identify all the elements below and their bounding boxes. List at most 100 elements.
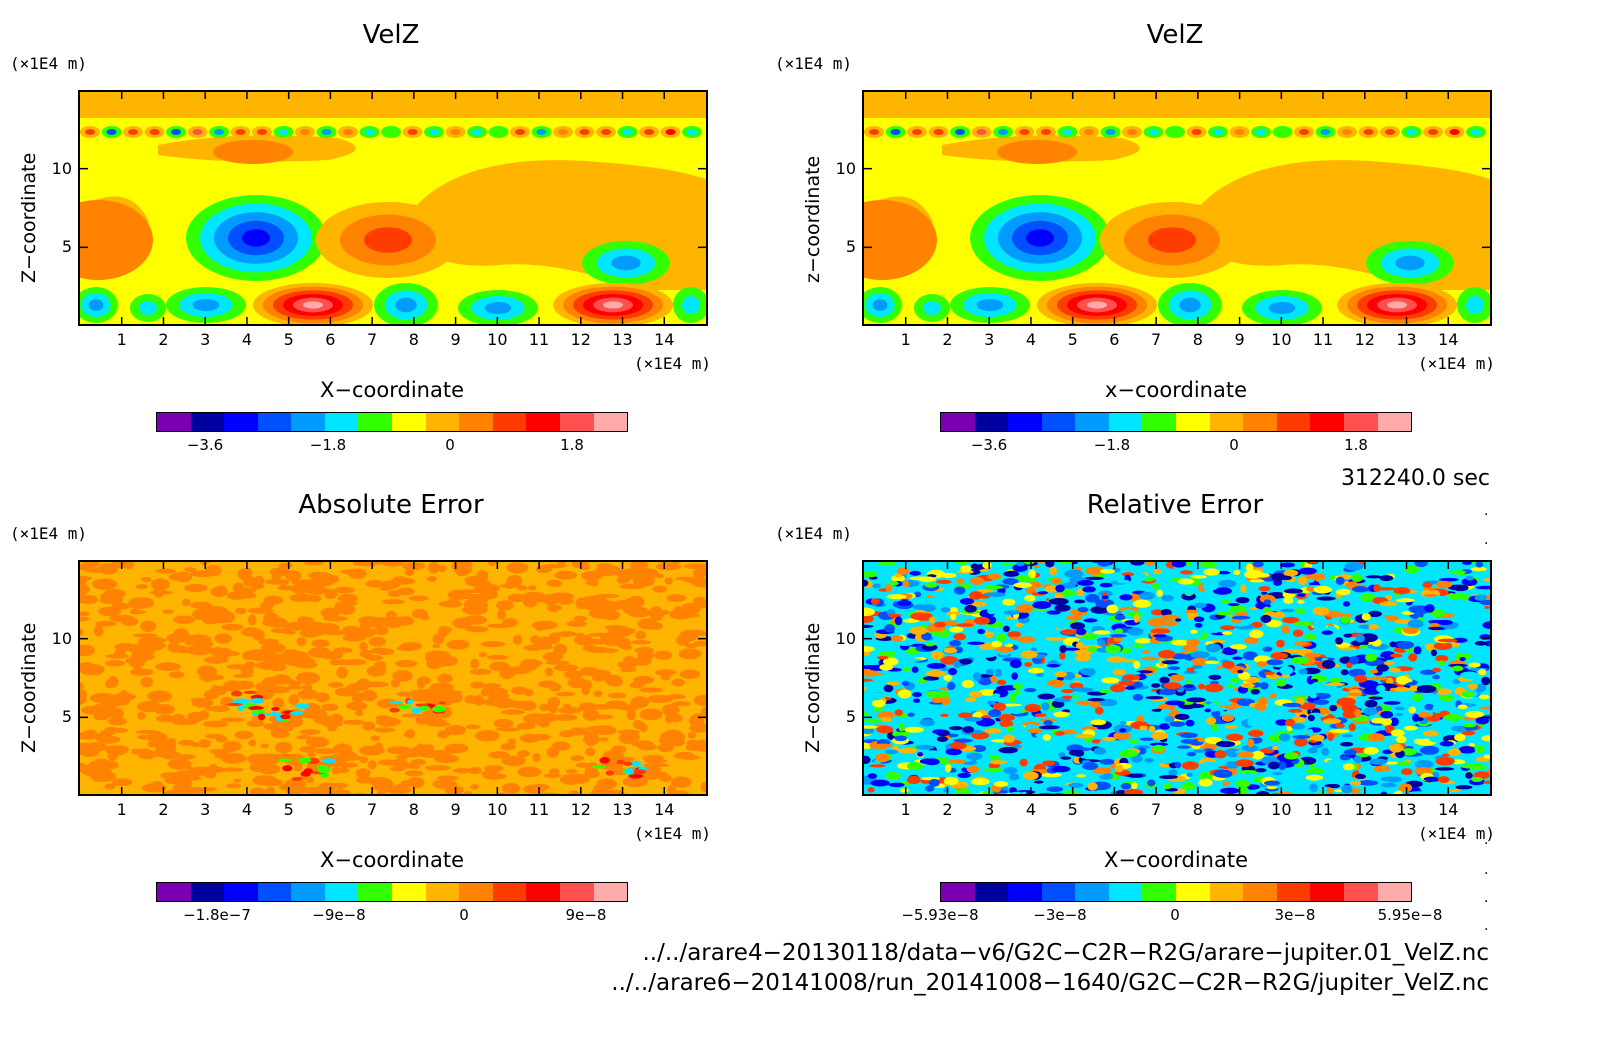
error-patch (147, 732, 168, 744)
error-patch (940, 757, 949, 765)
error-patch (506, 575, 523, 587)
error-patch (1377, 617, 1388, 625)
error-patch (172, 782, 192, 795)
error-patch (1163, 783, 1172, 790)
error-patch (623, 761, 633, 766)
error-patch (982, 561, 992, 569)
colorbar-swatch (1176, 883, 1210, 901)
error-patch (990, 760, 1008, 765)
error-patch (103, 699, 125, 707)
error-patch (182, 598, 191, 607)
y-tick-label: 5 (845, 237, 856, 257)
error-patch (1016, 636, 1036, 643)
colorbar-swatch (974, 883, 1009, 901)
error-patch (668, 734, 678, 747)
error-patch (1002, 598, 1016, 606)
error-patch (359, 641, 368, 652)
x-tick-label: 4 (1025, 330, 1037, 349)
error-patch (972, 744, 987, 753)
error-patch (271, 706, 280, 711)
error-patch (1341, 734, 1354, 738)
error-patch (1245, 563, 1254, 572)
colorbar-swatch (1343, 413, 1378, 431)
error-patch (959, 598, 975, 605)
error-patch (1030, 756, 1043, 763)
error-patch (1202, 761, 1221, 765)
error-patch (374, 648, 395, 656)
error-patch (195, 640, 214, 648)
error-patch (1324, 610, 1342, 618)
error-patch (78, 576, 93, 581)
colorbar-swatch (526, 883, 560, 901)
error-patch (1265, 659, 1284, 666)
error-patch (1093, 630, 1111, 635)
error-patch (885, 771, 901, 781)
error-patch (136, 711, 146, 720)
error-patch (308, 595, 322, 603)
error-patch (1197, 683, 1206, 690)
panel-title: Relative Error (1086, 490, 1264, 520)
error-patch (1291, 723, 1306, 730)
error-patch (628, 773, 644, 779)
error-patch (1009, 706, 1023, 715)
error-patch (625, 767, 634, 775)
error-patch (257, 753, 281, 765)
error-patch (558, 706, 582, 714)
error-patch (1205, 701, 1212, 705)
error-patch (1204, 660, 1220, 665)
colorbar (156, 882, 628, 902)
error-patch (1186, 751, 1197, 757)
error-patch (1381, 770, 1391, 776)
error-patch (355, 768, 371, 778)
error-patch (1055, 584, 1065, 593)
error-patch (150, 781, 163, 789)
colorbar (940, 412, 1412, 432)
error-patch (873, 743, 893, 748)
error-patch (1279, 562, 1295, 568)
error-patch (1054, 731, 1065, 736)
error-patch (600, 567, 621, 573)
error-patch (1184, 609, 1199, 614)
error-patch (135, 729, 161, 735)
error-patch (1433, 642, 1453, 651)
contour-region (128, 129, 138, 135)
error-patch (327, 723, 338, 732)
error-patch (523, 644, 544, 651)
error-patch (1109, 634, 1127, 638)
error-patch (883, 684, 894, 693)
error-patch (140, 620, 157, 633)
error-patch (1229, 644, 1247, 650)
error-patch (1424, 703, 1435, 711)
error-patch (1285, 718, 1296, 727)
error-patch (419, 705, 431, 711)
error-patch (1312, 620, 1327, 630)
error-patch (500, 743, 516, 751)
error-patch (903, 618, 920, 623)
x-tick-label: 5 (283, 800, 294, 819)
error-patch (970, 778, 990, 786)
error-patch (1475, 683, 1487, 693)
error-patch (226, 702, 243, 707)
contour-region (472, 129, 482, 135)
error-patch (1268, 761, 1280, 770)
error-patch (1353, 708, 1362, 718)
x-axis-label: x−coordinate (1104, 378, 1248, 402)
contour-region (192, 129, 203, 135)
colorbar-swatch (1108, 883, 1143, 901)
colorbar-tick: 3e−8 (1274, 906, 1316, 924)
error-patch (575, 762, 590, 768)
error-patch (408, 689, 434, 699)
error-patch (314, 709, 326, 720)
x-tick-label: 7 (1151, 800, 1162, 819)
error-patch (1248, 629, 1264, 639)
error-patch (234, 730, 254, 740)
error-patch (305, 736, 329, 748)
error-patch (247, 607, 274, 614)
error-patch (1354, 774, 1367, 780)
error-patch (1414, 571, 1425, 580)
x-tick-label: 12 (570, 330, 591, 349)
error-patch (136, 701, 163, 713)
y-unit: (×1E4 m) (775, 524, 853, 543)
error-patch (1481, 735, 1492, 742)
error-patch (252, 775, 278, 786)
